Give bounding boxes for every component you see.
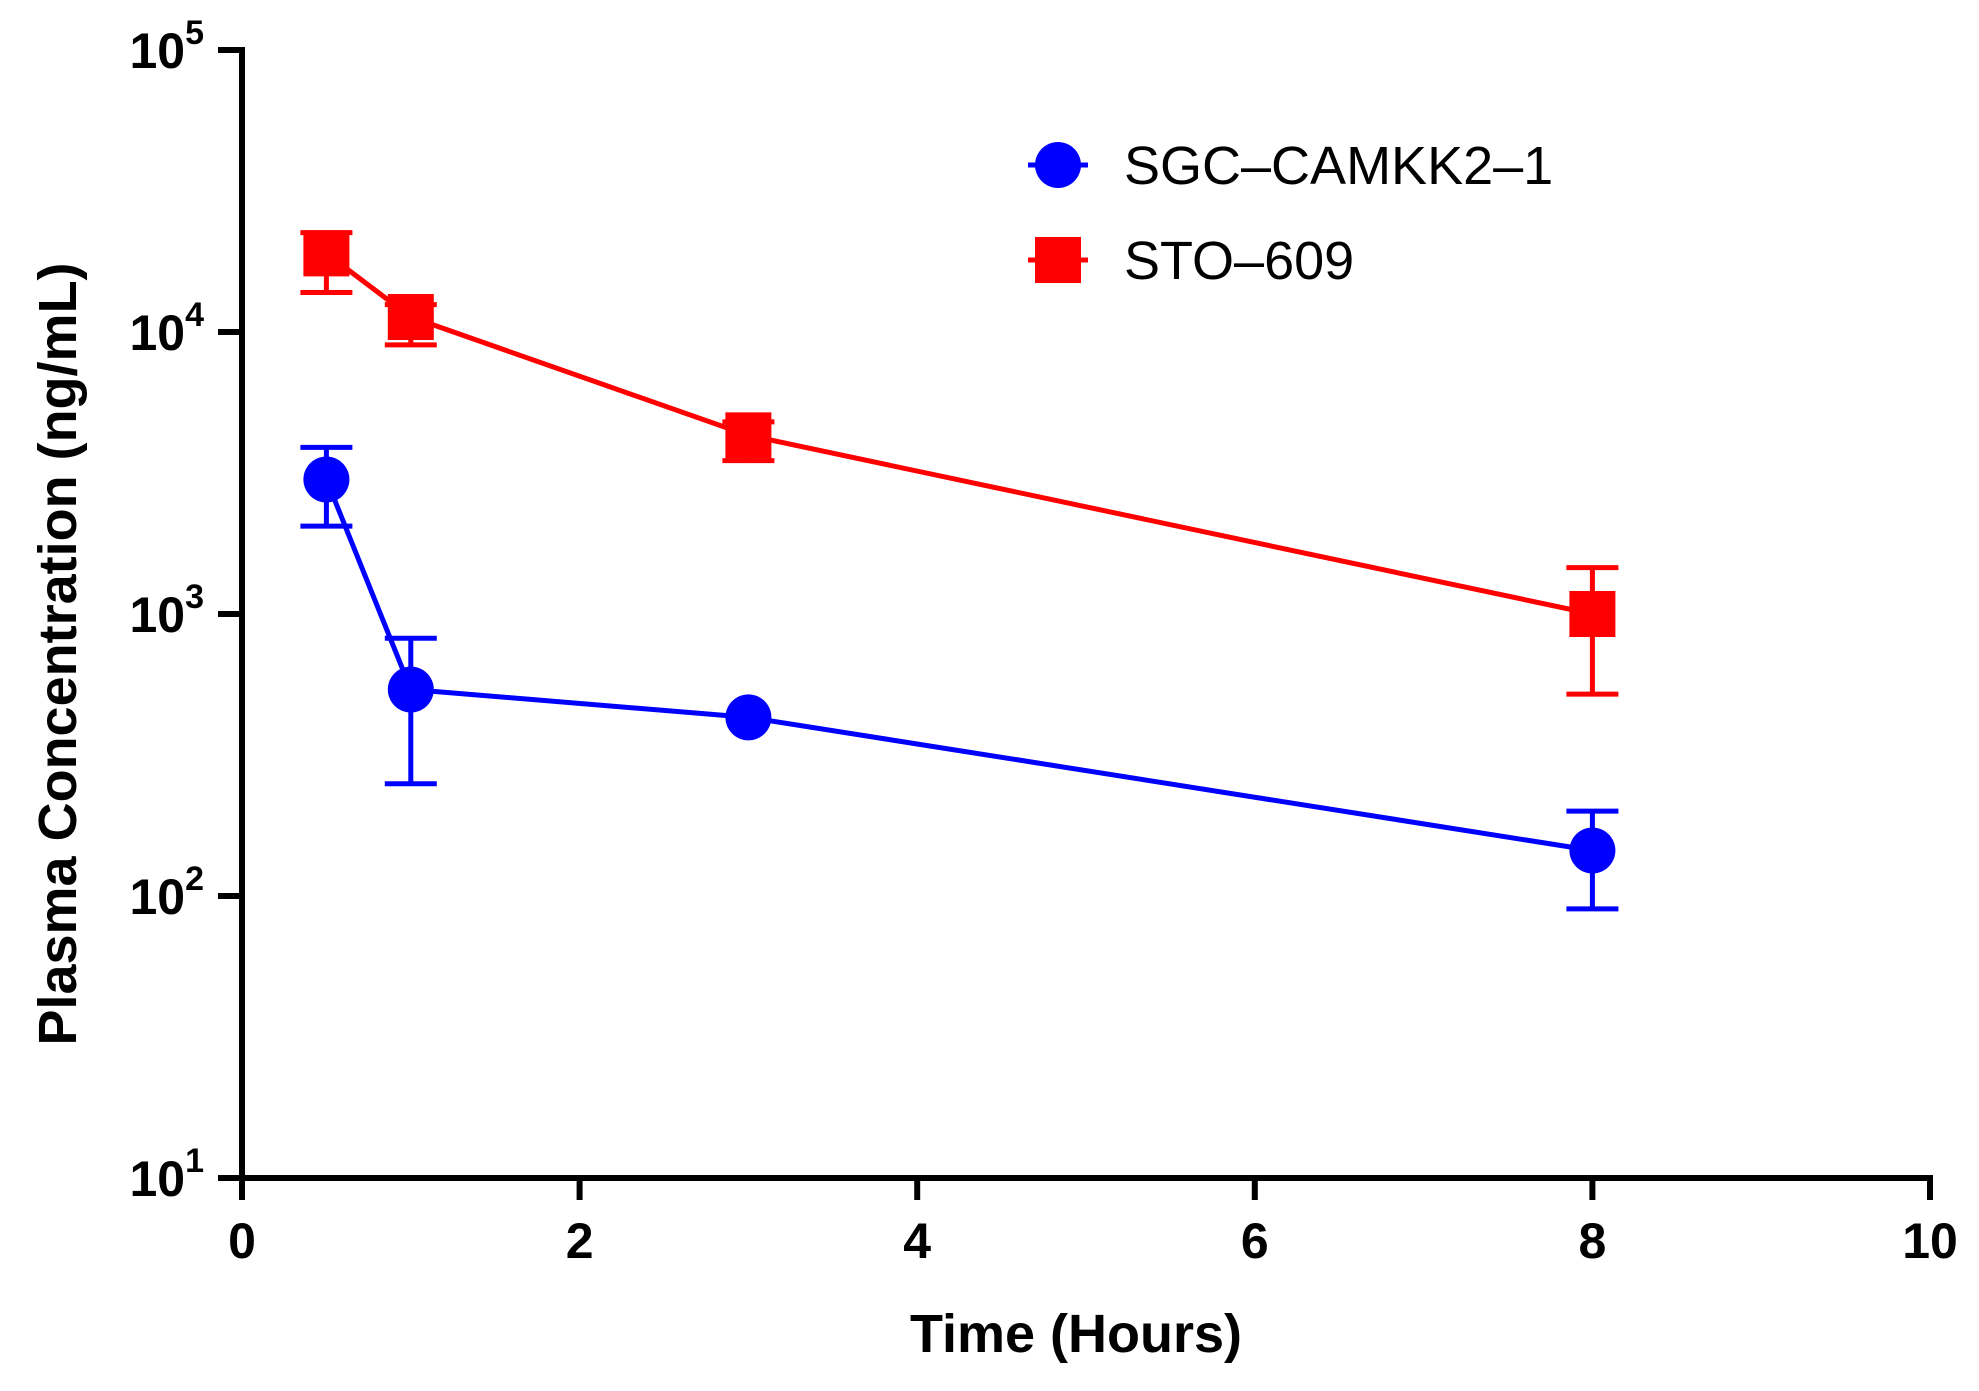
data-point-square xyxy=(725,412,772,459)
y-tick-label: 104 xyxy=(129,296,204,361)
y-tick-base: 10 xyxy=(129,1151,185,1207)
series-circle xyxy=(300,444,1619,912)
legend-label: STO–609 xyxy=(1124,231,1354,291)
x-tick-label: 8 xyxy=(1578,1213,1606,1269)
data-point-square xyxy=(387,294,434,341)
y-tick-label: 102 xyxy=(129,860,204,925)
legend-item-square: STO–609 xyxy=(1028,231,1354,291)
data-point-square xyxy=(1569,591,1616,637)
x-tick-label: 6 xyxy=(1241,1213,1269,1269)
y-tick-label: 101 xyxy=(129,1142,204,1207)
series-line xyxy=(324,478,1593,853)
x-tick-label: 2 xyxy=(566,1213,594,1269)
legend-item-circle: SGC–CAMKK2–1 xyxy=(1028,136,1553,196)
data-point-circle xyxy=(725,694,772,741)
x-tick-label: 10 xyxy=(1902,1213,1958,1269)
legend-marker-square xyxy=(1035,237,1081,283)
data-point-circle xyxy=(303,456,350,503)
y-tick-exponent: 5 xyxy=(185,14,204,52)
data-point-circle xyxy=(387,666,434,713)
y-tick-label: 105 xyxy=(129,14,204,79)
series-layer xyxy=(300,230,1619,912)
series-line xyxy=(324,251,1593,617)
y-tick-base: 10 xyxy=(129,587,185,643)
series-square xyxy=(300,230,1619,697)
y-tick-base: 10 xyxy=(129,869,185,925)
y-tick-base: 10 xyxy=(129,305,185,361)
data-point-circle xyxy=(1569,827,1616,874)
x-tick-label: 4 xyxy=(903,1213,931,1269)
x-axis-title: Time (Hours) xyxy=(910,1304,1242,1364)
y-tick-exponent: 3 xyxy=(185,578,204,616)
x-tick-label: 0 xyxy=(228,1213,256,1269)
y-tick-label: 103 xyxy=(129,578,204,643)
y-tick-exponent: 4 xyxy=(185,296,204,334)
legend-marker-circle xyxy=(1035,142,1081,188)
y-tick-exponent: 1 xyxy=(185,1142,204,1180)
y-tick-exponent: 2 xyxy=(185,860,204,898)
y-tick-base: 10 xyxy=(129,23,185,79)
legend: SGC–CAMKK2–1 STO–609 xyxy=(1028,136,1553,291)
y-axis-title: Plasma Concentration (ng/mL) xyxy=(28,262,88,1045)
legend-label: SGC–CAMKK2–1 xyxy=(1124,136,1553,196)
data-point-square xyxy=(303,230,350,277)
